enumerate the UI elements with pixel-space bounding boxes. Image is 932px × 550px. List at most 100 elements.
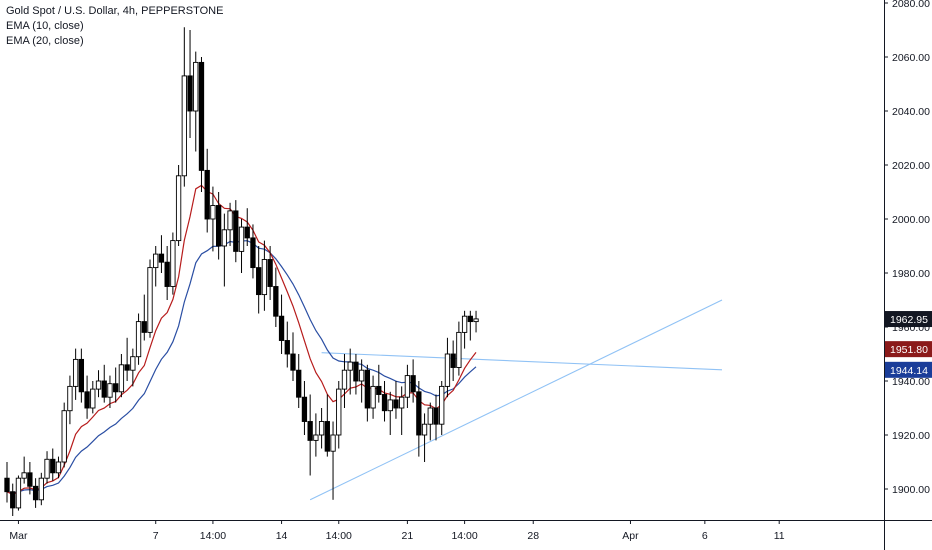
candle-body (55, 461, 62, 474)
candle-body (313, 434, 319, 441)
candle-body (10, 491, 16, 509)
candle-body (32, 485, 39, 501)
x-tick-label: 14:00 (451, 530, 477, 542)
candle-body (256, 267, 262, 296)
y-tick-label: 2020.00 (892, 160, 930, 172)
candle-body (467, 315, 473, 323)
candle-body (118, 364, 125, 393)
symbol-title: Gold Spot / U.S. Dollar, 4h, PEPPERSTONE (6, 5, 224, 17)
candle-body (330, 434, 336, 452)
y-tick-label: 1940.00 (892, 376, 930, 388)
candle-body (336, 388, 342, 436)
x-tick-label: 7 (153, 530, 159, 542)
price-badge-ema_fast (885, 341, 932, 358)
candle-body (170, 240, 176, 287)
y-tick-label: 2060.00 (892, 52, 930, 64)
x-tick-label: 14:00 (200, 530, 226, 542)
candle-body (38, 477, 44, 501)
candle-body (393, 399, 399, 409)
candle-body (15, 477, 22, 509)
candle-body (318, 421, 325, 436)
ema-slow-legend: EMA (20, close) (6, 35, 84, 47)
candle-body (21, 472, 27, 479)
candle-body (124, 364, 130, 371)
candle-body (399, 396, 405, 409)
trendlines (309, 299, 723, 501)
x-tick-label: Mar (9, 530, 28, 542)
candle-body (238, 226, 245, 252)
candle-body (227, 210, 233, 231)
candle-body (141, 321, 147, 333)
candle-body (164, 261, 170, 287)
candle-body (267, 259, 273, 287)
candle-body (101, 380, 107, 398)
price-badges: 1962.95 1951.80 1944.14 (885, 311, 932, 378)
candle-body (358, 369, 365, 382)
candle-body (210, 205, 216, 220)
price-badge-label: 1951.80 (890, 344, 928, 356)
x-tick-label: Apr (622, 530, 639, 542)
candle-body (61, 410, 67, 463)
x-tick-label: 28 (527, 530, 539, 542)
candle-body (113, 383, 119, 393)
candle-body (456, 331, 462, 368)
candle-body (433, 407, 439, 425)
candle-body (381, 394, 388, 412)
y-tick-label: 2000.00 (892, 214, 930, 226)
candle-body (153, 253, 159, 269)
candle-body (278, 315, 285, 341)
y-tick-label: 1920.00 (892, 430, 930, 442)
candle-body (261, 259, 268, 296)
x-tick-label: 6 (702, 530, 708, 542)
candle-body (410, 375, 416, 393)
candle-body (135, 321, 142, 358)
candle-body (4, 477, 10, 493)
candle-body (347, 361, 353, 371)
candle-body (107, 383, 113, 398)
candle-body (215, 205, 222, 247)
candle-body (198, 61, 205, 171)
candle-body (364, 369, 371, 409)
candle-body (296, 369, 302, 398)
candle-body (147, 267, 153, 333)
candle-body (233, 210, 239, 252)
candle-body (301, 396, 308, 422)
trendline-lower (309, 299, 723, 501)
candle-body (461, 315, 468, 333)
candle-body (244, 226, 250, 239)
candle-body (50, 458, 56, 474)
candle-body (130, 356, 136, 371)
candle-body (427, 407, 433, 425)
y-tick-label: 1900.00 (892, 484, 930, 496)
price-badge-ema_slow (885, 361, 932, 378)
candles (4, 27, 479, 516)
candle-body (324, 421, 330, 452)
price-badge-last (885, 311, 932, 328)
candle-body (439, 385, 445, 425)
candle-body (204, 169, 210, 220)
candle-body (250, 237, 256, 269)
candle-body (181, 75, 187, 177)
x-tick-label: 14:00 (326, 530, 352, 542)
candle-body (95, 380, 102, 390)
trendline-upper (321, 352, 723, 371)
x-tick-label: 21 (402, 530, 414, 542)
y-tick-label: 1980.00 (892, 268, 930, 280)
x-tick-label: 14 (276, 530, 288, 542)
candle-body (473, 318, 479, 323)
candle-body (450, 353, 456, 368)
candle-body (187, 75, 193, 112)
candle-body (90, 388, 96, 409)
candle-body (221, 229, 228, 247)
price-badge-label: 1944.14 (890, 365, 928, 377)
candle-body (27, 472, 33, 487)
candle-body (444, 353, 451, 387)
candle-body (353, 361, 359, 382)
y-tick-label: 2080.00 (892, 0, 930, 10)
candle-body (341, 369, 348, 390)
price-badge-label: 1962.95 (890, 314, 928, 326)
ema-fast-legend: EMA (10, close) (6, 20, 84, 32)
candle-body (273, 286, 279, 317)
